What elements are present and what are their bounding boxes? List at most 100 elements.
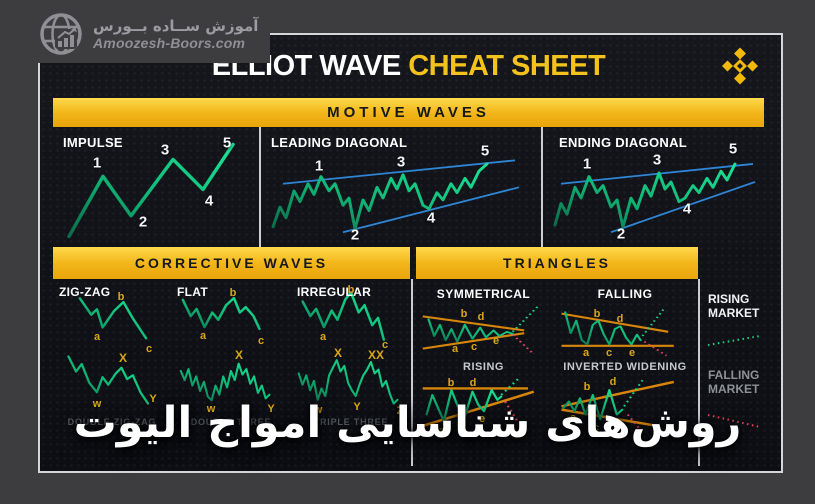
wave-point-label: w — [206, 403, 216, 415]
double-zig-zag-wave — [67, 355, 150, 405]
wave-point-label: c — [605, 347, 613, 359]
cheat-sheet-card: ELLIOT WAVE CHEAT SHEET MOTIVE WAVES IM — [38, 33, 783, 473]
wave-point-label: d — [609, 376, 617, 388]
panel-irregular: IRREGULAR a b c — [291, 279, 411, 351]
leading-diagonal-wave — [271, 159, 520, 234]
binance-icon — [722, 47, 758, 85]
wave-point-label: Y — [267, 403, 275, 415]
panel-triple-three: w X Y XX Z TRIPLE THREE — [291, 345, 411, 466]
wave-point-label: 1 — [582, 155, 592, 173]
flat-chart: a b c — [175, 287, 285, 347]
falling-triangle-chart: a b c d e — [556, 301, 694, 359]
wave-point-label: b — [229, 287, 237, 299]
symmetrical-triangle — [422, 306, 539, 355]
irregular-wave — [301, 291, 386, 341]
wave-point-label: d — [469, 377, 477, 389]
triangles-row-2: RISING a b — [413, 359, 698, 466]
header: ELLIOT WAVE CHEAT SHEET — [53, 35, 764, 98]
wave-point-label: XX — [367, 348, 385, 362]
panel-leading-diagonal: LEADING DIAGONAL 1 2 3 4 5 — [259, 127, 541, 247]
title-accent: CHEAT SHEET — [408, 50, 606, 82]
flat-wave — [181, 296, 261, 331]
panel-label: LEADING DIAGONAL — [271, 135, 408, 150]
wave-point-label: d — [616, 313, 624, 325]
panel-label: FALLING — [597, 287, 653, 301]
brand-text: آموزش ســاده بــورس Amoozesh-Boors.com — [93, 17, 258, 51]
panel-label: IRREGULAR — [297, 285, 372, 299]
legend-header-spacer — [698, 247, 764, 279]
wave-point-label: a — [199, 330, 207, 342]
leading-diagonal-chart: 1 2 3 4 5 — [263, 137, 537, 244]
wave-point-label: 1 — [92, 154, 102, 172]
panel-rising-triangle: RISING a b — [413, 359, 554, 466]
inverted-widening-triangle — [561, 379, 675, 434]
zig-zag-chart: a b c — [61, 291, 165, 355]
legend-rising-market: RISING MARKET — [708, 292, 760, 320]
brand-watermark: آموزش ســاده بــورس Amoozesh-Boors.com — [34, 7, 271, 63]
rising-triangle — [422, 377, 535, 428]
wave-point-label: a — [319, 331, 327, 343]
market-legend: RISING MARKET FALLING MARKET — [700, 279, 764, 466]
panel-inverted-widening-triangle: INVERTED WIDENING a b — [554, 359, 696, 466]
triple-three-chart: w X Y XX Z — [293, 346, 407, 417]
wave-point-label: 3 — [396, 153, 406, 171]
rising-trend-icon — [707, 335, 761, 346]
double-three-wave — [179, 362, 271, 402]
wave-point-label: 3 — [652, 151, 662, 169]
inverted-widening-chart: a b c d — [556, 376, 694, 439]
panel-ending-diagonal: ENDING DIAGONAL 1 2 3 4 5 — [541, 127, 764, 247]
wave-point-label: b — [583, 381, 591, 393]
wave-point-label: e — [478, 413, 486, 425]
panel-caption: TRIPLE THREE — [313, 417, 389, 427]
double-three-chart: w X Y — [175, 348, 283, 415]
wave-point-label: a — [451, 343, 459, 355]
wave-point-label: b — [347, 284, 355, 296]
panel-double-zig-zag: w X Y DOUBLE ZIG-ZAG — [53, 345, 171, 466]
wave-point-label: w — [92, 398, 102, 410]
banner-corrective-waves: CORRECTIVE WAVES — [53, 247, 410, 279]
falling-triangle — [561, 307, 674, 357]
page-title: ELLIOT WAVE CHEAT SHEET — [212, 50, 606, 83]
wave-point-label: 1 — [314, 157, 324, 175]
panel-impulse: IMPULSE 1 2 3 4 5 — [53, 127, 259, 247]
wave-point-label: X — [118, 351, 128, 365]
triangles-area: SYMMETRICAL a b — [413, 279, 700, 466]
irregular-chart: a b c — [293, 284, 407, 351]
brand-site: Amoozesh-Boors.com — [93, 35, 246, 51]
wave-point-label: 3 — [160, 141, 170, 159]
panel-label: RISING — [463, 361, 504, 373]
panel-label: FLAT — [177, 285, 208, 299]
panel-double-three: w X Y DOUBLE THREE — [171, 345, 291, 466]
wave-point-label: 4 — [426, 209, 436, 227]
wave-point-label: c — [459, 418, 467, 430]
wave-point-label: e — [628, 347, 636, 359]
banner-triangles: TRIANGLES — [416, 247, 698, 279]
panel-label: ENDING DIAGONAL — [559, 135, 687, 150]
triangles-row-1: SYMMETRICAL a b — [413, 279, 698, 359]
panel-flat: FLAT a b c — [171, 279, 291, 347]
panel-label: INVERTED WIDENING — [563, 361, 687, 373]
panel-label: SYMMETRICAL — [436, 287, 531, 301]
wave-point-label: c — [257, 335, 265, 347]
corrective-waves-area: ZIG-ZAG a b c FLAT — [53, 279, 413, 466]
panel-caption: DOUBLE THREE — [190, 417, 272, 427]
wave-point-label: Y — [149, 393, 157, 405]
impulse-wave-chart: 1 2 3 4 5 — [55, 135, 255, 243]
lower-section: ZIG-ZAG a b c FLAT — [53, 279, 764, 466]
section-banners-row: CORRECTIVE WAVES TRIANGLES — [53, 247, 764, 279]
double-zig-zag-chart: w X Y — [59, 349, 165, 411]
wave-point-label: b — [593, 308, 601, 320]
impulse-wave — [67, 142, 235, 239]
wave-point-label: 2 — [138, 213, 148, 231]
wave-point-label: 5 — [480, 142, 490, 160]
wave-point-label: c — [381, 339, 389, 351]
wave-point-label: 4 — [682, 200, 692, 218]
panel-zig-zag: ZIG-ZAG a b c — [53, 279, 171, 355]
symmetrical-triangle-chart: a b c d e — [417, 301, 551, 357]
wave-point-label: 4 — [204, 192, 214, 210]
ending-diagonal-chart: 1 2 3 4 5 — [547, 137, 761, 243]
wave-point-label: b — [447, 377, 455, 389]
wave-point-label: a — [438, 425, 446, 437]
panel-falling-triangle: FALLING a b — [554, 279, 696, 359]
wave-point-label: w — [313, 404, 323, 416]
